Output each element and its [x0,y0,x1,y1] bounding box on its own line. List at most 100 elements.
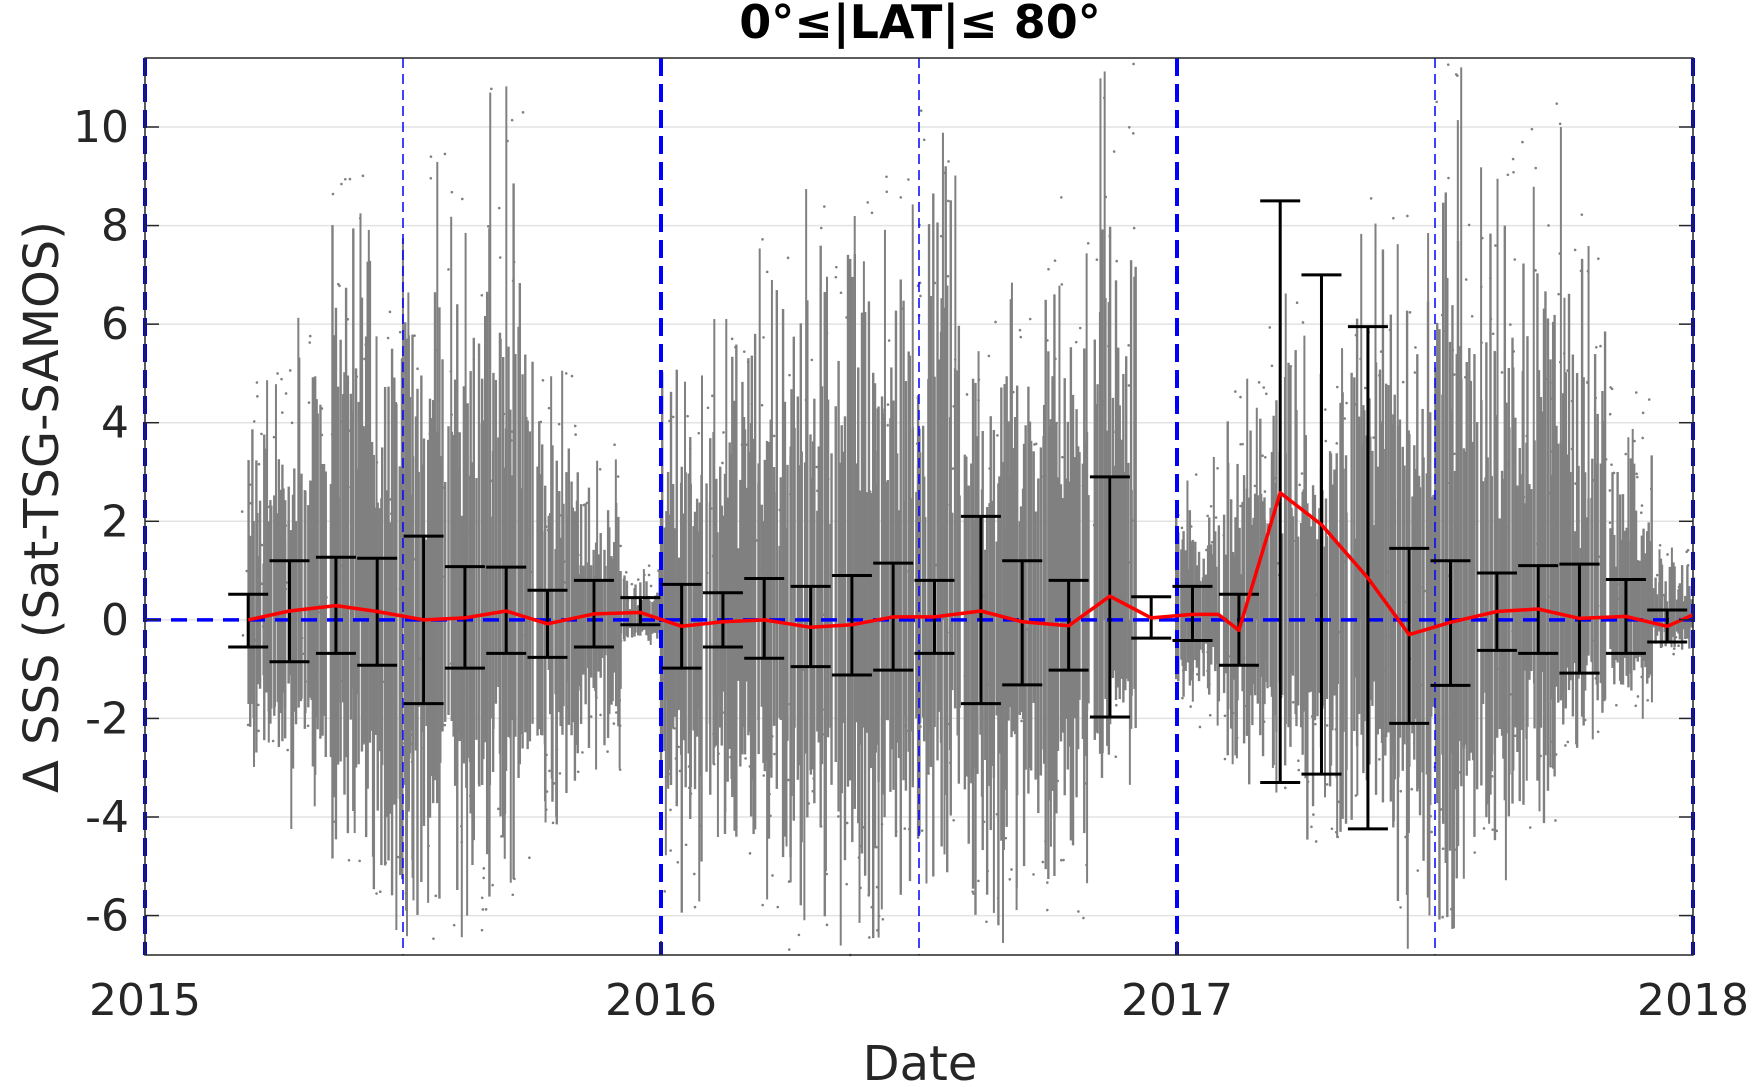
scatter-point [700,726,703,729]
scatter-point [460,733,463,736]
scatter-point-column [579,504,583,724]
scatter-point [732,778,736,782]
scatter-point-column [429,418,433,777]
scatter-point [334,511,338,515]
scatter-point [820,693,823,697]
scatter-point [778,508,782,512]
scatter-point-column [1401,446,1404,771]
scatter-point-column [1331,484,1334,731]
scatter-point-column [251,429,254,704]
scatter-point-column [1106,430,1109,746]
scatter-point [599,713,602,717]
scatter-point [977,378,981,382]
scatter-point [1511,629,1514,633]
scatter-point [252,420,256,423]
scatter-point [1235,736,1239,740]
scatter-point [1051,434,1055,438]
scatter-point [821,733,825,736]
scatter-point-column [752,438,755,835]
scatter-point-column [1272,415,1275,766]
scatter-point [314,593,317,597]
scatter-point [907,827,911,831]
scatter-point [866,201,870,204]
y-axis-label: Δ SSS (Sat-TSG-SAMOS) [14,221,70,793]
scatter-point [903,827,907,830]
scatter-point [267,505,271,509]
scatter-point-column [915,491,918,719]
scatter-point [1330,604,1334,607]
scatter-point [919,294,922,298]
scatter-point [810,537,813,541]
scatter-point-column [811,441,815,770]
scatter-point-spike [1406,619,1409,949]
scatter-point [823,205,826,208]
scatter-point-column [584,503,587,705]
scatter-point [1010,868,1013,871]
scatter-point-column [1571,354,1575,717]
scatter-point-column [1113,465,1116,671]
scatter-point [1581,517,1585,521]
scatter-point-column [1555,425,1558,687]
scatter-point-column [354,368,358,768]
scatter-point-column [1087,495,1090,704]
scatter-point [422,746,426,750]
scatter-point [1182,669,1185,672]
scatter-point-column [918,452,922,724]
scatter-point [1389,635,1392,638]
scatter-point [513,664,516,667]
scatter-point [948,761,952,764]
scatter-point [1451,885,1455,889]
scatter-point-column [1329,453,1333,766]
scatter-point-column [1010,535,1013,738]
scatter-point [1112,430,1115,434]
scatter-point [1189,705,1192,708]
scatter-point [1378,374,1381,377]
scatter-point [887,339,891,342]
scatter-point-spike [1452,619,1455,929]
scatter-point [1114,755,1118,759]
scatter-point [1421,585,1424,589]
scatter-point-column [341,394,345,703]
scatter-point-column [1075,409,1078,798]
scatter-point [573,424,577,428]
scatter-point [1562,352,1566,355]
scatter-point [1399,906,1402,909]
scatter-point [264,690,268,693]
scatter-point [875,845,878,849]
scatter-point-spike [274,384,277,620]
scatter-point [347,858,351,862]
y-tick-label: -2 [85,693,129,744]
scatter-point [1505,462,1509,466]
scatter-point [1314,722,1317,726]
scatter-point [711,554,715,558]
scatter-point [420,727,423,731]
scatter-point [948,503,952,507]
scatter-point [1597,257,1600,260]
scatter-point [854,528,857,532]
scatter-point [763,528,767,531]
scatter-point [355,585,359,589]
scatter-point [1010,525,1014,529]
scatter-point [946,722,950,726]
scatter-point [1669,616,1672,619]
scatter-point-column [626,595,629,638]
scatter-point [1624,452,1628,456]
scatter-point [687,765,691,768]
scatter-point [1007,465,1010,469]
scatter-point [722,711,726,714]
scatter-point-column [1096,384,1099,734]
scatter-point-column [1000,387,1003,841]
scatter-point-column [974,382,977,915]
scatter-point-column [514,354,517,737]
scatter-point [895,698,898,701]
scatter-point [340,182,343,186]
scatter-point [454,555,457,559]
scatter-point [932,502,936,506]
scatter-point [1412,742,1416,745]
scatter-point [339,564,343,568]
scatter-point [1128,561,1131,564]
scatter-point-column [971,378,975,889]
scatter-point-column [1675,599,1679,632]
axes: -6 -4 -2 0 2 4 6 8 10 2015 2016 2017 2018 [73,57,1749,1026]
scatter-point [1324,439,1328,443]
